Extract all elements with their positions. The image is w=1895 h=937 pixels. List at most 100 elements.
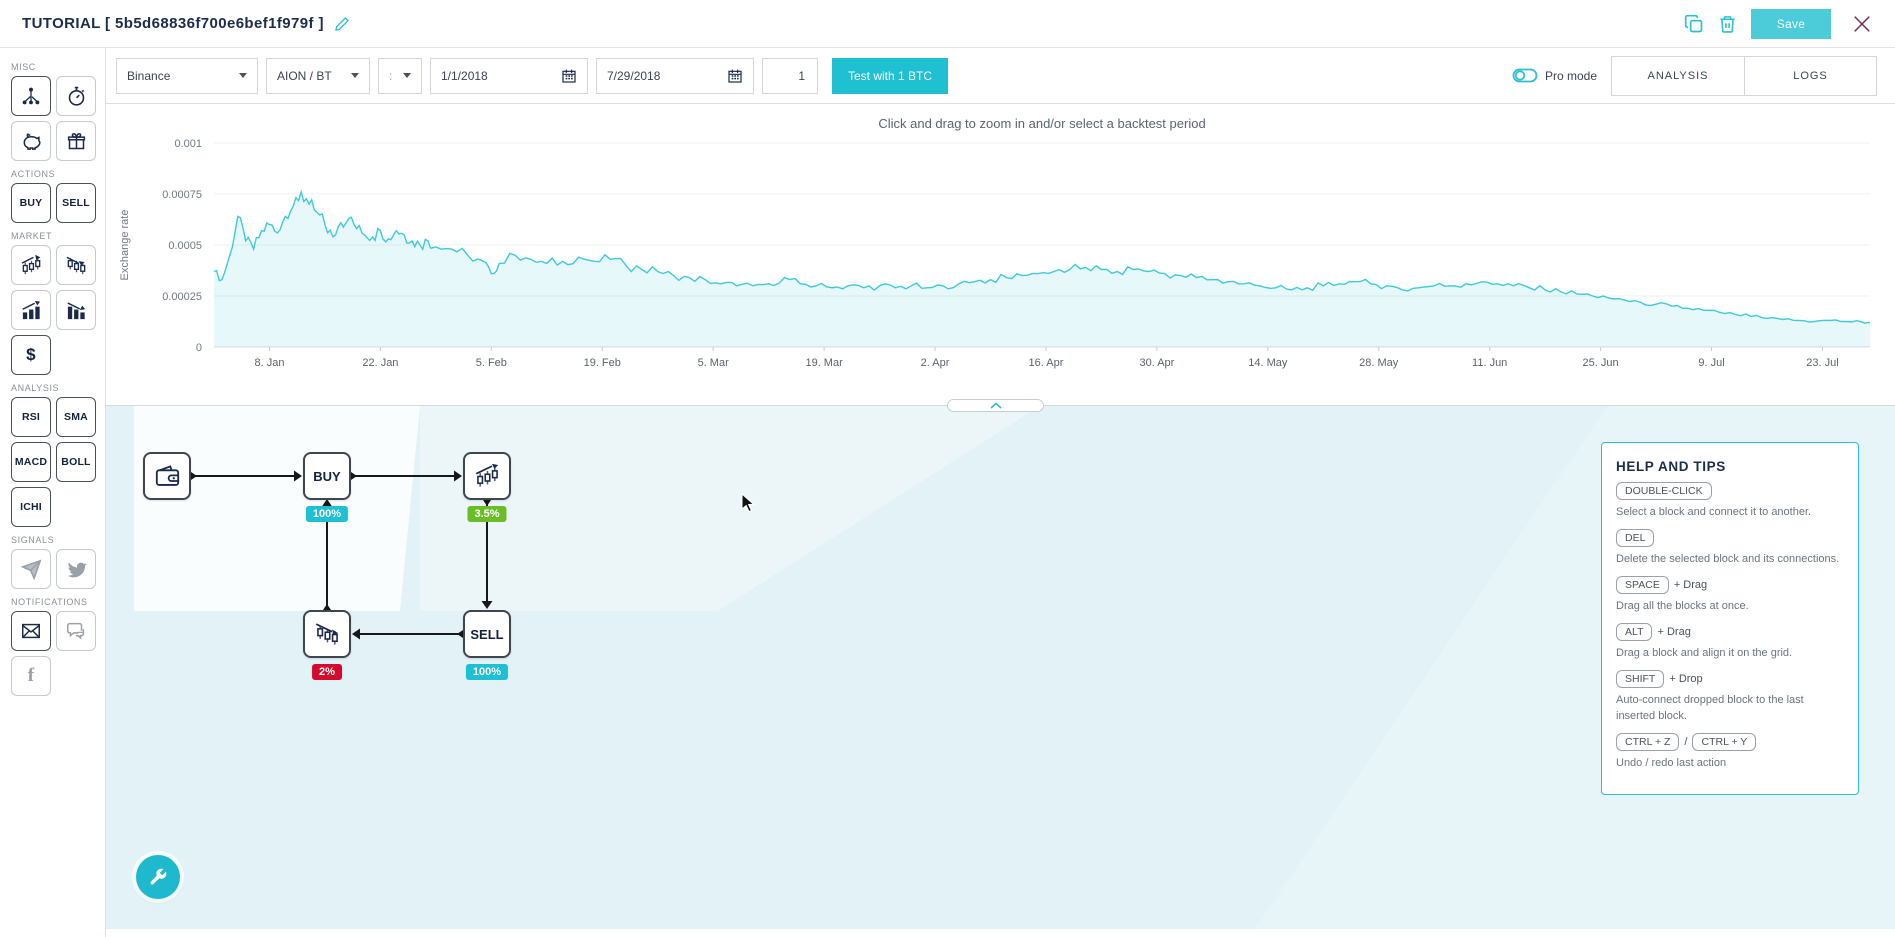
help-desc: Undo / redo last action — [1616, 756, 1727, 769]
start-date-input[interactable] — [441, 68, 551, 83]
pair-select[interactable]: AION / BT — [266, 57, 370, 94]
amount-input[interactable] — [763, 68, 817, 83]
svg-text:Exchange rate: Exchange rate — [119, 210, 131, 281]
svg-text:28. May: 28. May — [1359, 357, 1399, 369]
start-date-field[interactable] — [430, 57, 588, 94]
palette-ichi-block[interactable]: ICHI — [11, 487, 51, 527]
stop-loss-badge[interactable]: 2% — [312, 664, 342, 680]
run-backtest-button[interactable]: Test with 1 BTC — [832, 57, 949, 94]
section-label-notifications: NOTIFICATIONS — [11, 597, 88, 607]
telegram-plane-icon — [20, 558, 42, 580]
buy-amount-badge[interactable]: 100% — [305, 506, 349, 522]
topbar-actions: Save — [1684, 8, 1873, 39]
svg-text:30. Apr: 30. Apr — [1139, 357, 1174, 369]
candlestick-up-icon — [21, 254, 40, 274]
palette-timer-block[interactable] — [56, 76, 96, 116]
save-button[interactable]: Save — [1751, 8, 1831, 39]
svg-text:19. Mar: 19. Mar — [805, 357, 843, 369]
wallet-block[interactable] — [143, 452, 191, 500]
palette-buy-block[interactable]: BUY — [11, 183, 51, 223]
palette-bars-up-block[interactable] — [11, 290, 51, 330]
buy-block[interactable]: BUY — [303, 452, 351, 500]
chevron-down-icon — [239, 73, 247, 78]
svg-text:Click and drag to zoom in and/: Click and drag to zoom in and/or select … — [878, 116, 1205, 131]
palette-candles-up-block[interactable] — [11, 245, 51, 285]
svg-text:14. May: 14. May — [1248, 357, 1288, 369]
svg-text:11. Jun: 11. Jun — [1472, 357, 1507, 369]
palette-macd-block[interactable]: MACD — [11, 442, 51, 482]
chat-bubbles-icon — [67, 622, 85, 640]
section-label-market: MARKET — [11, 231, 53, 241]
close-icon[interactable] — [1851, 13, 1873, 35]
svg-text:0.0005: 0.0005 — [168, 240, 202, 252]
palette-boll-block[interactable]: BOLL — [56, 442, 96, 482]
wallet-icon — [155, 464, 179, 486]
toolbar-right: Pro mode ANALYSIS LOGS — [1512, 55, 1885, 96]
trash-icon[interactable] — [1718, 14, 1737, 34]
palette-facebook-block[interactable]: f — [11, 656, 51, 696]
palette-bars-down-block[interactable] — [56, 290, 96, 330]
candlestick-down-icon — [315, 622, 338, 645]
key-chip: CTRL + Z — [1616, 732, 1680, 751]
exchange-select[interactable]: Binance — [116, 57, 258, 94]
key-chip: DEL — [1616, 528, 1655, 547]
key-chip: DOUBLE-CLICK — [1616, 482, 1712, 500]
palette-rsi-block[interactable]: RSI — [11, 397, 51, 437]
palette-candles-down-block[interactable] — [56, 245, 96, 285]
take-profit-block[interactable] — [463, 452, 511, 500]
svg-text:16. Apr: 16. Apr — [1029, 357, 1064, 369]
backtest-chart[interactable]: 0 0.00025 0.0005 0.00075 0.001 8. Jan 22. Jan 5… — [106, 104, 1895, 405]
end-date-field[interactable] — [596, 57, 754, 94]
svg-text:22. Jan: 22. Jan — [362, 357, 398, 369]
candlestick-down-icon — [66, 256, 85, 274]
sell-amount-badge[interactable]: 100% — [465, 664, 509, 680]
help-desc: Auto-connect dropped block to the last i… — [1616, 693, 1804, 722]
svg-text:9. Jul: 9. Jul — [1698, 357, 1724, 369]
end-date-input[interactable] — [607, 68, 717, 83]
section-label-analysis: ANALYSIS — [11, 383, 60, 393]
palette-piggy-bank-block[interactable] — [11, 121, 51, 161]
take-profit-badge[interactable]: 3.5% — [467, 506, 507, 522]
help-desc: Select a block and connect it to another… — [1616, 506, 1812, 518]
duplicate-icon[interactable] — [1684, 14, 1704, 34]
analysis-tab[interactable]: ANALYSIS — [1647, 69, 1709, 82]
exchange-rate-chart[interactable]: 0 0.00025 0.0005 0.00075 0.001 8. Jan 22. Jan 5… — [106, 104, 1895, 405]
palette-sma-block[interactable]: SMA — [56, 397, 96, 437]
help-desc: Drag a block and align it on the grid. — [1616, 646, 1793, 659]
block-palette: MISC — [0, 48, 106, 937]
sell-block[interactable]: SELL — [463, 610, 511, 658]
stop-loss-block[interactable] — [303, 610, 351, 658]
logs-tab[interactable]: LOGS — [1744, 56, 1876, 95]
palette-email-block[interactable] — [11, 611, 51, 651]
palette-twitter-block[interactable] — [56, 549, 96, 589]
palette-price-block[interactable]: $ — [11, 335, 51, 375]
candlestick-up-icon — [475, 463, 498, 487]
background-chevron-white — [134, 406, 420, 611]
pro-mode-toggle[interactable]: Pro mode — [1512, 68, 1597, 83]
help-desc: Drag all the blocks at once. — [1616, 599, 1749, 612]
palette-chat-block[interactable] — [56, 611, 96, 651]
key-chip: ALT — [1616, 622, 1653, 641]
svg-text:0.00025: 0.00025 — [162, 291, 202, 303]
chevron-down-icon — [351, 73, 359, 78]
amount-field[interactable] — [762, 57, 818, 94]
backtest-toolbar: Binance AION / BT : Test with 1 BTC — [106, 48, 1895, 104]
canvas-tools-button[interactable] — [136, 855, 180, 899]
svg-text:2. Apr: 2. Apr — [921, 357, 950, 369]
collapse-chart-handle[interactable] — [947, 399, 1044, 412]
bar-chart-down-icon — [66, 301, 85, 319]
palette-gift-block[interactable] — [56, 121, 96, 161]
help-title: HELP AND TIPS — [1616, 459, 1726, 474]
help-desc: Delete the selected block and its connec… — [1616, 552, 1840, 565]
network-split-icon — [22, 87, 40, 105]
calendar-icon — [728, 69, 742, 83]
svg-text:0: 0 — [196, 342, 202, 354]
svg-text:5. Mar: 5. Mar — [698, 357, 730, 369]
palette-telegram-block[interactable] — [11, 549, 51, 589]
svg-text:8. Jan: 8. Jan — [254, 357, 284, 369]
palette-split-block[interactable] — [11, 76, 51, 116]
palette-sell-block[interactable]: SELL — [56, 183, 96, 223]
edit-title-icon[interactable] — [334, 16, 350, 32]
interval-select[interactable]: : — [378, 57, 422, 94]
